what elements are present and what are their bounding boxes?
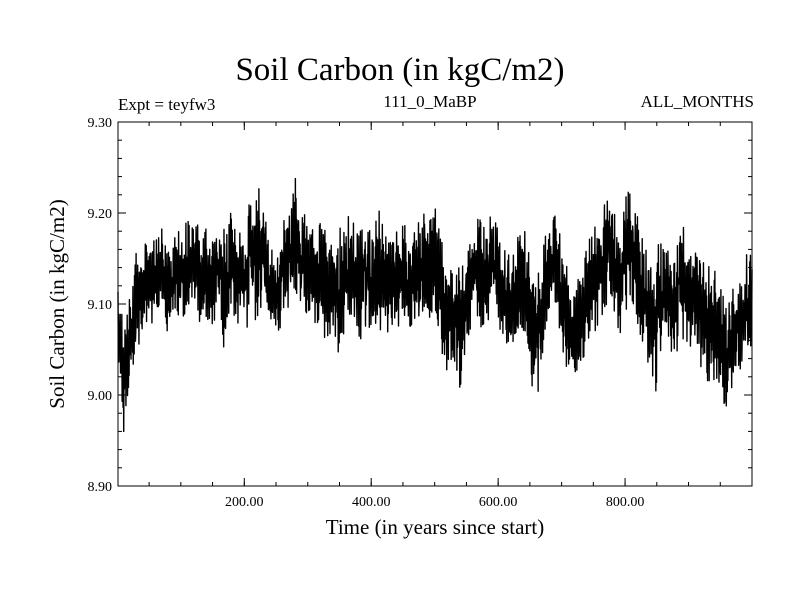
x-axis-title: Time (in years since start) <box>325 515 545 539</box>
y-tick-label: 9.20 <box>88 207 113 222</box>
x-tick-label: 800.00 <box>606 495 645 510</box>
y-tick-label: 9.30 <box>88 116 113 131</box>
period-label: 111_0_MaBP <box>383 92 477 111</box>
y-tick-label: 9.00 <box>88 389 113 404</box>
series-layer <box>117 177 753 433</box>
months-label: ALL_MONTHS <box>640 92 754 111</box>
series-line <box>117 177 753 433</box>
x-tick-label: 600.00 <box>479 495 518 510</box>
x-tick-label: 400.00 <box>352 495 391 510</box>
chart-title: Soil Carbon (in kgC/m2) <box>235 52 565 88</box>
experiment-label: Expt = teyfw3 <box>118 95 216 114</box>
y-tick-label: 9.10 <box>88 298 113 313</box>
y-tick-label: 8.90 <box>88 480 113 495</box>
y-axis-title: Soil Carbon (in kgC/m2) <box>45 199 69 408</box>
ticks-layer: 8.90 9.00 9.10 9.20 9.30 200.00 400.00 600.00 80… <box>88 116 752 510</box>
x-tick-label: 200.00 <box>225 495 264 510</box>
